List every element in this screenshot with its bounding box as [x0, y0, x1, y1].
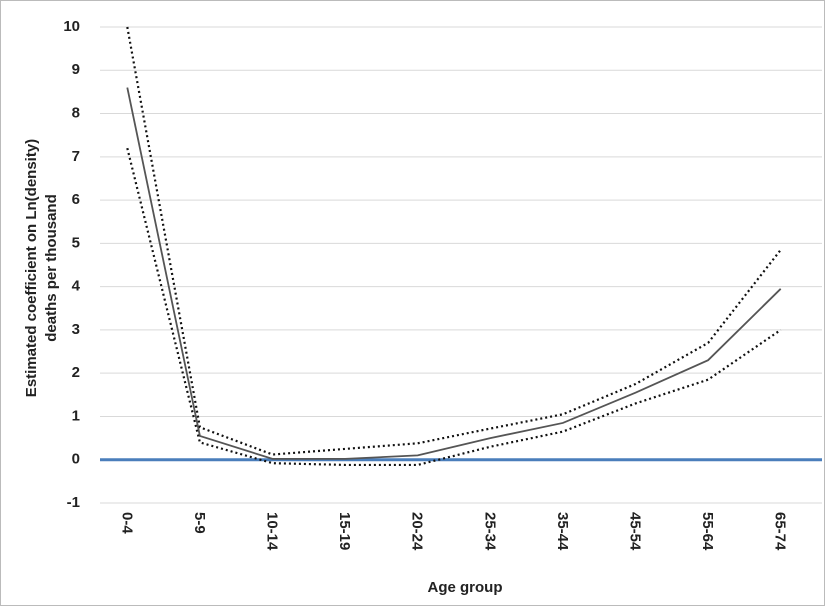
y-tick-label: 3: [72, 321, 80, 338]
y-axis-label: Estimated coefficient on Ln(density): [23, 139, 40, 397]
x-tick-label: 15-19: [336, 512, 353, 550]
x-axis-label: Age group: [428, 579, 503, 596]
y-axis-label: deaths per thousand: [43, 194, 60, 342]
estimate-line: [126, 87, 782, 460]
y-tick-label: -1: [67, 494, 80, 511]
x-tick-label: 45-54: [627, 512, 644, 551]
y-tick-label: 6: [72, 191, 80, 208]
y-tick-label: 9: [72, 61, 80, 78]
y-tick-label: 2: [72, 364, 80, 381]
x-tick-label: 10-14: [264, 512, 281, 551]
y-tick-label: 10: [63, 18, 80, 35]
y-tick-label: 8: [72, 105, 80, 122]
x-tick-label: 25-34: [481, 512, 498, 551]
y-tick-label: 4: [72, 278, 81, 295]
x-tick-label: 5-9: [191, 512, 208, 534]
y-tick-label: 1: [72, 407, 80, 424]
x-tick-label: 35-44: [554, 512, 571, 551]
y-tick-label: 7: [72, 148, 80, 165]
y-tick-label: 5: [72, 234, 80, 251]
x-tick-label: 65-74: [772, 512, 789, 551]
x-tick-label: 55-64: [699, 512, 716, 551]
y-tick-label: 0: [72, 451, 80, 468]
x-tick-label: 20-24: [409, 512, 426, 551]
confidence-line: [126, 147, 782, 467]
x-tick-label: 0-4: [118, 512, 135, 534]
confidence-line: [126, 26, 782, 456]
